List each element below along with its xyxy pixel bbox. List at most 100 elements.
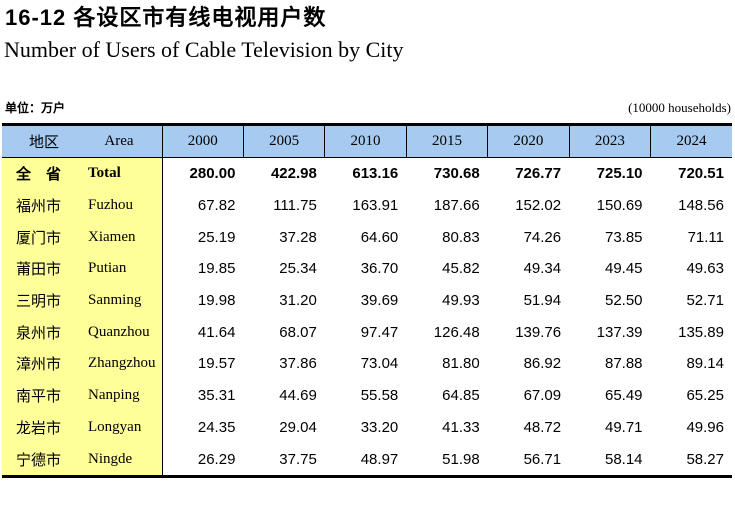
value-cell: 152.02 — [515, 197, 562, 215]
value-cell: 19.57 — [197, 355, 236, 373]
value-cell: 137.39 — [596, 323, 643, 341]
value-cell: 58.14 — [604, 450, 643, 468]
area-name-en: Longyan — [88, 418, 142, 435]
header-cell-year: 2015 — [405, 124, 488, 158]
value-cell: 35.31 — [197, 387, 236, 405]
area-name-en: Ningde — [88, 450, 133, 467]
area-name-en: Putian — [88, 260, 127, 277]
value-cell: 65.49 — [604, 387, 643, 405]
value-cell: 41.64 — [197, 323, 236, 341]
value-cell: 187.66 — [433, 197, 480, 215]
value-cell: 24.35 — [197, 418, 236, 436]
header-cell-year: 2005 — [242, 124, 325, 158]
value-cell: 49.71 — [604, 418, 643, 436]
value-cell: 74.26 — [523, 228, 562, 246]
table-row: 福州市 Fuzhou 67.82 111.75 163.91 187.66 152.02 15… — [2, 189, 732, 222]
value-cell: 25.34 — [279, 260, 317, 278]
value-cell: 49.93 — [442, 292, 480, 310]
value-cell: 37.86 — [279, 355, 317, 373]
area-cell: 福州市 Fuzhou — [2, 189, 163, 222]
area-name-zh: 全 省 — [16, 166, 62, 184]
value-cell: 48.97 — [360, 450, 399, 468]
value-cell: 89.14 — [686, 355, 724, 373]
table-row: 厦门市 Xiamen 25.19 37.28 64.60 80.83 74.26 73.85 7… — [2, 221, 732, 254]
value-cell: 45.82 — [442, 260, 480, 278]
value-cell: 51.94 — [523, 292, 562, 310]
area-cell: 莆田市 Putian — [2, 253, 163, 285]
area-cell: 龙岩市 Longyan — [2, 411, 163, 444]
area-name-zh: 福州市 — [16, 198, 62, 216]
area-name-zh: 三明市 — [16, 293, 62, 311]
value-cell: 111.75 — [273, 197, 317, 215]
value-cell: 126.48 — [433, 323, 480, 341]
value-cell: 26.29 — [197, 450, 236, 468]
value-cell: 73.85 — [604, 228, 643, 246]
unit-label: 单位：万户 — [5, 101, 66, 115]
document-page: 16-12 各设区市有线电视用户数 Number of Users of Cab… — [0, 5, 735, 478]
header-area-zh: 地区 — [28, 134, 59, 151]
area-cell: 泉州市 Quanzhou — [2, 316, 163, 349]
value-cell: 44.69 — [279, 387, 317, 405]
area-cell: 三明市 Sanming — [2, 284, 163, 317]
value-cell: 725.10 — [596, 165, 643, 183]
table-row: 龙岩市 Longyan 24.35 29.04 33.20 41.33 48.72 49.71… — [2, 411, 732, 444]
value-cell: 64.85 — [442, 387, 480, 405]
value-cell: 65.25 — [686, 387, 724, 405]
table-row: 全 省 Total 280.00 422.98 613.16 730.68 726.77 72… — [2, 157, 732, 190]
value-cell: 68.07 — [279, 323, 317, 341]
area-name-zh: 南平市 — [16, 388, 62, 406]
area-name-en: Zhangzhou — [88, 355, 156, 372]
value-cell: 36.70 — [360, 260, 399, 278]
header-area-en: Area — [104, 133, 134, 149]
value-cell: 67.82 — [197, 197, 236, 215]
value-cell: 86.92 — [523, 355, 562, 373]
value-cell: 67.09 — [523, 387, 562, 405]
value-cell: 56.71 — [523, 450, 562, 468]
value-cell: 87.88 — [604, 355, 643, 373]
value-cell: 48.72 — [523, 418, 562, 436]
value-cell: 29.04 — [279, 418, 317, 436]
value-cell: 37.28 — [279, 228, 317, 246]
table-row: 南平市 Nanping 35.31 44.69 55.58 64.85 67.09 65.49… — [2, 379, 732, 412]
table-body: 全 省 Total 280.00 422.98 613.16 730.68 726.77 72… — [2, 157, 732, 477]
value-cell: 422.98 — [270, 165, 317, 183]
page-title-en: Number of Users of Cable Television by C… — [4, 37, 404, 62]
area-name-zh: 宁德市 — [16, 451, 62, 469]
value-cell: 726.77 — [515, 165, 562, 183]
area-name-en: Fuzhou — [88, 197, 133, 214]
area-name-zh: 泉州市 — [16, 324, 62, 342]
value-cell: 148.56 — [678, 197, 724, 215]
value-cell: 135.89 — [678, 323, 724, 341]
value-cell: 730.68 — [433, 165, 480, 183]
table-row: 三明市 Sanming 19.98 31.20 39.69 49.93 51.94 52.50… — [2, 284, 732, 317]
area-name-zh: 龙岩市 — [16, 419, 62, 437]
area-name-en: Sanming — [88, 292, 142, 309]
value-cell: 19.98 — [197, 292, 236, 310]
area-name-zh: 漳州市 — [16, 356, 62, 374]
value-cell: 19.85 — [197, 260, 236, 278]
value-cell: 52.50 — [604, 292, 643, 310]
value-cell: 51.98 — [442, 450, 480, 468]
table-row: 泉州市 Quanzhou 41.64 68.07 97.47 126.48 139.76 13… — [2, 316, 732, 349]
table-row: 莆田市 Putian 19.85 25.34 36.70 45.82 49.34 49.45 4… — [2, 253, 732, 285]
value-cell: 150.69 — [596, 197, 643, 215]
value-cell: 280.00 — [189, 165, 236, 183]
value-cell: 81.80 — [442, 355, 480, 373]
value-cell: 49.34 — [523, 260, 562, 278]
value-cell: 163.91 — [352, 197, 399, 215]
header-cell-year: 2024 — [650, 124, 732, 158]
value-cell: 33.20 — [360, 418, 399, 436]
value-cell: 73.04 — [360, 355, 399, 373]
value-cell: 31.20 — [279, 292, 317, 310]
table-header-row: 地区 Area 2000 2005 2010 2015 2020 2023 2024 — [2, 124, 732, 158]
value-cell: 64.60 — [360, 228, 399, 246]
header-cell-year: 2000 — [161, 124, 244, 158]
area-name-en: Nanping — [88, 387, 140, 404]
value-cell: 55.58 — [360, 387, 399, 405]
value-cell: 720.51 — [678, 165, 724, 183]
area-cell: 全 省 Total — [2, 157, 163, 190]
value-cell: 80.83 — [442, 228, 480, 246]
table-row: 宁德市 Ningde 26.29 37.75 48.97 51.98 56.71 58.14 5… — [2, 443, 732, 477]
value-cell: 52.71 — [686, 292, 724, 310]
area-name-zh: 厦门市 — [16, 229, 62, 247]
